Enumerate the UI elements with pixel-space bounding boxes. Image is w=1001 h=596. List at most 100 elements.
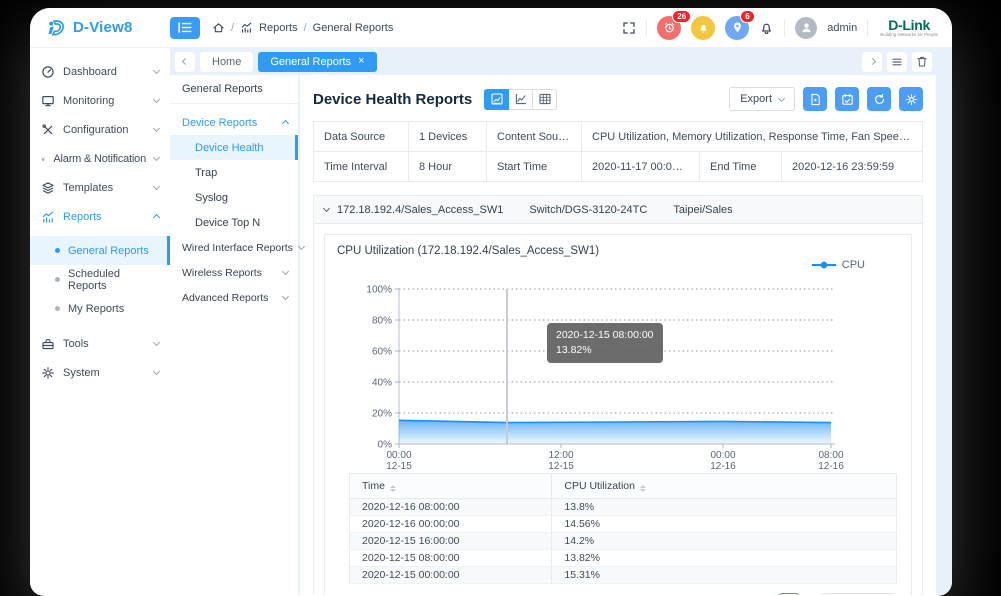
tree-group-label: Device Reports bbox=[182, 117, 257, 129]
legend-cpu[interactable]: CPU bbox=[811, 259, 865, 271]
tab-general-reports[interactable]: General Reports × bbox=[258, 52, 376, 72]
sidebar-item-tools[interactable]: Tools bbox=[30, 329, 170, 358]
chevron-down-icon bbox=[153, 96, 160, 103]
tree-group-label: Advanced Reports bbox=[182, 292, 268, 304]
reports-tree-sidebar: General Reports Device Reports Device He… bbox=[170, 75, 298, 595]
svg-text:40%: 40% bbox=[372, 378, 392, 389]
table-row[interactable]: 2020-12-15 08:00:00 13.82% bbox=[350, 550, 897, 567]
table-row[interactable]: 2020-12-15 16:00:00 14.2% bbox=[350, 533, 897, 550]
tree-group-advanced-reports[interactable]: Advanced Reports bbox=[170, 285, 298, 310]
breadcrumb-current: General Reports bbox=[313, 22, 394, 34]
topbar: D-View8 / Reports / General Reports bbox=[30, 8, 952, 48]
sidebar-item-monitoring[interactable]: Monitoring bbox=[30, 86, 170, 115]
critical-alarm-icon[interactable]: 26 bbox=[657, 16, 681, 40]
divider bbox=[784, 19, 785, 37]
page-number-button[interactable]: 1 bbox=[779, 593, 799, 595]
cpu-data-table: Time CPU Utilization bbox=[349, 473, 897, 584]
tree-group-device-reports[interactable]: Device Reports bbox=[170, 110, 298, 135]
sidebar-item-my-reports[interactable]: My Reports bbox=[30, 294, 170, 323]
table-row[interactable]: 2020-12-16 08:00:00 13.8% bbox=[350, 499, 897, 516]
device-location: Taipei/Sales bbox=[673, 204, 732, 216]
svg-text:100%: 100% bbox=[366, 285, 392, 296]
combined-view-button[interactable] bbox=[484, 89, 509, 110]
tree-item-label: Syslog bbox=[195, 192, 228, 204]
tree-item-device-health[interactable]: Device Health bbox=[170, 135, 298, 160]
warning-alarm-icon[interactable] bbox=[691, 16, 715, 40]
bell-icon[interactable] bbox=[759, 20, 774, 35]
reports-submenu: General Reports Scheduled Reports My Rep… bbox=[30, 236, 170, 323]
param-value: 1 Devices bbox=[409, 122, 487, 152]
column-header-cpu[interactable]: CPU Utilization bbox=[552, 474, 897, 499]
monitor-icon bbox=[41, 94, 55, 108]
bell-glyph bbox=[697, 21, 710, 34]
info-notification-badge: 6 bbox=[740, 10, 754, 24]
cell-cpu: 15.31% bbox=[552, 567, 897, 584]
settings-button[interactable] bbox=[899, 87, 923, 111]
schedule-button[interactable] bbox=[835, 87, 859, 111]
calendar-check-icon bbox=[841, 93, 854, 106]
table-row[interactable]: 2020-12-16 00:00:00 14.56% bbox=[350, 516, 897, 533]
table-row[interactable]: 2020-12-15 00:00:00 15.31% bbox=[350, 567, 897, 584]
param-value: 2020-12-16 23:59:59 bbox=[782, 152, 923, 182]
divider bbox=[867, 19, 868, 37]
sidebar-item-templates[interactable]: Templates bbox=[30, 173, 170, 202]
username[interactable]: admin bbox=[827, 22, 857, 34]
alarm-bell-icon bbox=[41, 152, 45, 166]
sidebar-sublabel: General Reports bbox=[68, 245, 149, 257]
tab-label: Home bbox=[212, 56, 241, 68]
page-title: Device Health Reports bbox=[313, 91, 472, 108]
tree-group-label: Wireless Reports bbox=[182, 267, 262, 279]
sidebar-item-system[interactable]: System bbox=[30, 358, 170, 387]
page-size-select[interactable]: 15 / page bbox=[822, 593, 895, 595]
tree-group-wired-interface-reports[interactable]: Wired Interface Reports bbox=[170, 235, 298, 260]
sidebar-label: Monitoring bbox=[63, 95, 114, 107]
sort-icon[interactable] bbox=[640, 485, 646, 492]
breadcrumb-reports[interactable]: Reports bbox=[259, 22, 298, 34]
cpu-chart-svg[interactable]: 0%20%40%60%80%100%00:0012-1512:0012-1500… bbox=[337, 269, 888, 469]
sidebar-item-reports[interactable]: Reports bbox=[30, 202, 170, 231]
dview-logo-icon bbox=[46, 18, 66, 38]
generate-report-button[interactable] bbox=[803, 87, 827, 111]
tab-scroll-left-button[interactable] bbox=[175, 52, 195, 72]
column-header-time[interactable]: Time bbox=[350, 474, 552, 499]
param-label: Data Source bbox=[314, 122, 409, 152]
export-button[interactable]: Export bbox=[729, 87, 795, 111]
fullscreen-icon[interactable] bbox=[622, 21, 636, 35]
tree-item-device-top-n[interactable]: Device Top N bbox=[170, 210, 298, 235]
tree-group-wireless-reports[interactable]: Wireless Reports bbox=[170, 260, 298, 285]
sidebar-label: Templates bbox=[63, 182, 113, 194]
table-view-button[interactable] bbox=[532, 89, 557, 110]
tab-menu-button[interactable] bbox=[887, 52, 907, 72]
tab-close-all-button[interactable] bbox=[912, 52, 932, 72]
sort-icon[interactable] bbox=[390, 485, 396, 492]
device-accordion-header[interactable]: 172.18.192.4/Sales_Access_SW1 Switch/DGS… bbox=[314, 196, 922, 224]
sidebar-item-scheduled-reports[interactable]: Scheduled Reports bbox=[30, 265, 170, 294]
svg-text:12-16: 12-16 bbox=[710, 461, 736, 469]
refresh-button[interactable] bbox=[867, 87, 891, 111]
sidebar-item-alarm-notification[interactable]: Alarm & Notification bbox=[30, 144, 170, 173]
home-icon[interactable] bbox=[212, 21, 225, 34]
user-avatar[interactable] bbox=[795, 17, 817, 39]
sidebar-label: Configuration bbox=[63, 124, 128, 136]
gear-icon bbox=[905, 93, 918, 106]
tree-item-syslog[interactable]: Syslog bbox=[170, 185, 298, 210]
dashboard-gauge-icon bbox=[41, 65, 55, 79]
sidebar-item-dashboard[interactable]: Dashboard bbox=[30, 57, 170, 86]
bullet-dot bbox=[55, 248, 60, 253]
tab-scroll-right-button[interactable] bbox=[862, 52, 882, 72]
dlink-tagline: Building Networks for People bbox=[880, 33, 938, 38]
sidebar-item-configuration[interactable]: Configuration bbox=[30, 115, 170, 144]
tab-close-icon[interactable]: × bbox=[358, 56, 364, 67]
collapse-menu-button[interactable] bbox=[170, 17, 200, 39]
tab-home[interactable]: Home bbox=[200, 52, 253, 72]
hamburger-icon bbox=[892, 58, 902, 66]
chart-view-button[interactable] bbox=[508, 89, 533, 110]
svg-text:60%: 60% bbox=[372, 347, 392, 358]
chevron-right-icon bbox=[868, 58, 875, 65]
sidebar-sublabel: Scheduled Reports bbox=[68, 268, 159, 292]
info-notification-icon[interactable]: 6 bbox=[725, 16, 749, 40]
tree-item-trap[interactable]: Trap bbox=[170, 160, 298, 185]
sidebar-item-general-reports[interactable]: General Reports bbox=[30, 236, 170, 265]
breadcrumb-separator: / bbox=[231, 22, 234, 34]
tools-cross-icon bbox=[41, 123, 55, 137]
